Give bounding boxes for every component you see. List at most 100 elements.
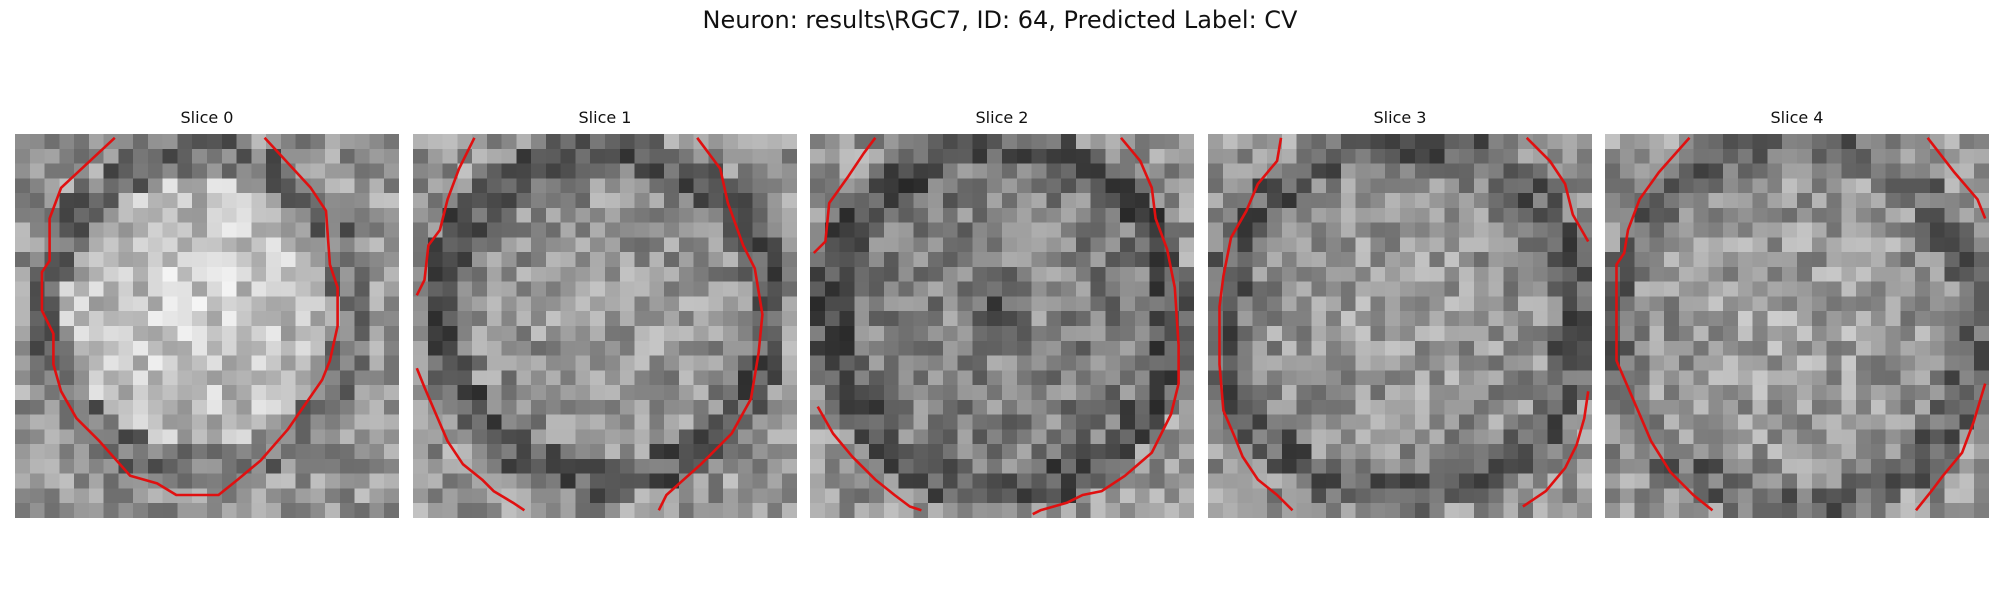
pixel-cell [1634,296,1650,312]
pixel-cell [1429,399,1445,416]
pixel-cell [1634,311,1650,327]
pixel-cell [1355,429,1372,445]
pixel-cell [723,488,739,504]
pixel-cell [1532,252,1549,268]
pixel-cell [957,399,974,416]
pixel-cell [486,148,503,165]
pixel-cell [1149,178,1166,194]
pixel-cell [486,252,503,268]
pixel-cell [1046,399,1062,416]
pixel-cell [575,207,591,224]
pixel-cell [1944,355,1961,371]
pixel-cell [1782,237,1798,253]
pixel-cell [310,237,326,253]
pixel-cell [118,326,134,342]
pixel-cell [1856,281,1872,298]
pixel-cell [531,163,547,179]
pixel-cell [1577,207,1592,224]
pixel-cell [1459,414,1475,430]
pixel-cell [1811,370,1828,386]
pixel-cell [1105,222,1121,238]
pixel-cell [664,311,680,327]
pixel-cell [1723,503,1739,518]
pixel-cell [251,148,267,165]
pixel-cell [310,399,326,416]
pixel-cell [486,385,503,401]
pixel-cell [1518,163,1534,179]
pixel-cell [251,222,267,238]
pixel-cell [649,222,665,238]
pixel-cell [1532,163,1549,179]
pixel-cell [928,399,944,416]
pixel-cell [1075,178,1092,194]
pixel-cell [987,311,1003,327]
pixel-cell [782,296,797,312]
pixel-cell [1149,296,1166,312]
pixel-cell [708,399,724,416]
pixel-cell [1149,488,1166,504]
pixel-cell [1752,193,1769,209]
pixel-cell [1105,429,1121,445]
pixel-cell [1355,163,1372,179]
pixel-cell [472,193,488,209]
pixel-cell [1459,178,1475,194]
pixel-cell [1678,444,1695,460]
pixel-cell [869,340,885,357]
pixel-cell [1355,207,1372,224]
pixel-cell [619,281,636,298]
pixel-cell [737,370,754,386]
pixel-cell [266,399,282,416]
pixel-cell [942,134,959,150]
pixel-cell [545,311,562,327]
pixel-cell [634,296,650,312]
pixel-cell [147,163,164,179]
pixel-cell [1723,340,1739,357]
pixel-cell [737,222,754,238]
pixel-cell [1237,340,1253,357]
pixel-cell [177,370,193,386]
pixel-cell [1577,163,1592,179]
pixel-cell [133,355,149,371]
pixel-cell [457,134,473,150]
pixel-cell [1473,178,1490,194]
pixel-cell [280,222,297,238]
pixel-cell [1179,429,1194,445]
pixel-cell [1061,163,1077,179]
pixel-cell [1400,429,1416,445]
pixel-cell [1429,340,1445,357]
pixel-cell [913,222,929,238]
pixel-cell [369,355,385,371]
pixel-cell [913,370,929,386]
pixel-cell [413,222,429,238]
pixel-cell [942,311,959,327]
pixel-cell [1619,355,1636,371]
pixel-cell [1267,429,1283,445]
pixel-cell [1370,311,1386,327]
pixel-cell [590,148,606,165]
pixel-cell [1134,326,1151,342]
pixel-cell [516,193,532,209]
pixel-cell [575,178,591,194]
pixel-cell [442,266,458,283]
pixel-cell [1075,281,1092,298]
pixel-cell [457,385,473,401]
pixel-cell [1619,488,1636,504]
pixel-cell [1605,178,1621,194]
pixel-cell [457,296,473,312]
pixel-cell [1752,266,1769,283]
pixel-cell [1326,473,1342,490]
pixel-cell [1518,414,1534,430]
pixel-cell [1075,414,1092,430]
pixel-cell [1678,385,1695,401]
pixel-cell [883,473,900,490]
pixel-cell [1856,134,1872,150]
pixel-cell [251,237,267,253]
pixel-cell [1974,370,1989,386]
pixel-cell [1518,488,1534,504]
pixel-cell [29,414,46,430]
pixel-cell [531,340,547,357]
pixel-cell [1562,458,1578,475]
pixel-cell [649,458,665,475]
pixel-cell [1046,473,1062,490]
pixel-cell [1296,488,1312,504]
